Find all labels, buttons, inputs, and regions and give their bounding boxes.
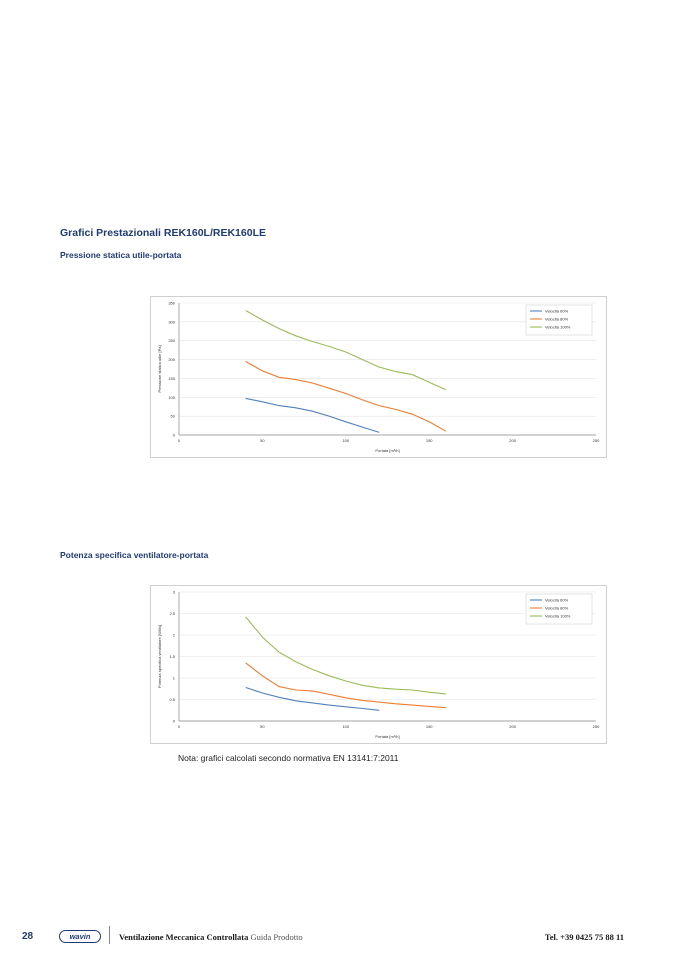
series-line-3 (245, 310, 447, 391)
footer-title: Ventilazione Meccanica Controllata Guida… (119, 932, 303, 942)
y-tick-label: 0 (173, 433, 176, 438)
series-line-3 (245, 616, 446, 695)
x-tick-label: 100 (342, 438, 349, 443)
x-tick-label: 150 (426, 438, 433, 443)
y-tick-label: 0.5 (169, 697, 175, 702)
note-text: Nota: grafici calcolati secondo normativ… (178, 753, 399, 763)
x-tick-label: 200 (509, 438, 516, 443)
legend-entry: Velocità 60% (545, 309, 569, 314)
legend-entry: Velocità 100% (545, 325, 571, 330)
x-tick-label: 250 (593, 438, 600, 443)
legend-entry: Velocità 60% (545, 598, 569, 603)
x-tick-label: 150 (426, 724, 433, 729)
legend-box (525, 593, 593, 625)
x-tick-label: 0 (178, 438, 181, 443)
y-axis-label: Pressione statica utile [Pa] (157, 345, 162, 392)
y-tick-label: 2.5 (169, 611, 175, 616)
y-tick-label: 300 (168, 319, 175, 324)
y-axis-label: Potenza specifica ventilatore [W/l/s] (157, 625, 162, 688)
y-tick-label: 200 (168, 357, 175, 362)
footer-title-bold: Ventilazione Meccanica Controllata (119, 932, 249, 942)
pressure-chart: 0 50 100 150 200 250 300 350 0 50 100 150 200 250 Port… (157, 301, 600, 454)
series-line-2 (245, 662, 446, 709)
chart1-frame: 0 50 100 150 200 250 300 350 0 50 100 150 200 250 Port… (150, 296, 607, 458)
page-number: 28 (22, 931, 34, 942)
y-tick-label: 100 (168, 395, 175, 400)
x-axis-label: Portata [m³/h] (375, 734, 399, 739)
series-line-1 (245, 397, 380, 433)
footer-divider (109, 926, 110, 944)
y-tick-label: 350 (168, 301, 175, 306)
footer-title-light: Guida Prodotto (250, 932, 303, 942)
y-tick-label: 1 (173, 676, 176, 681)
series-line-2 (245, 361, 447, 432)
footer-phone: Tel. +39 0425 75 88 11 (544, 932, 624, 942)
y-tick-label: 1.5 (169, 654, 175, 659)
y-tick-label: 3 (173, 590, 176, 595)
section-title: Grafici Prestazionali REK160L/REK160LE (60, 227, 266, 239)
y-tick-label: 250 (168, 338, 175, 343)
wavin-logo: wavin (59, 930, 101, 943)
x-tick-label: 50 (260, 438, 265, 443)
chart1-heading: Pressione statica utile-portata (60, 250, 182, 260)
x-tick-label: 200 (509, 724, 516, 729)
x-tick-label: 50 (260, 724, 265, 729)
y-tick-label: 0 (173, 719, 176, 724)
y-tick-label: 150 (168, 376, 175, 381)
y-tick-label: 2 (173, 633, 176, 638)
legend-entry: Velocità 80% (545, 317, 569, 322)
page-footer: 28 wavin Ventilazione Meccanica Controll… (0, 926, 678, 950)
series-line-1 (245, 686, 380, 711)
chart2-frame: 0 0.5 1 1.5 2 2.5 3 0 50 100 150 200 250 Portata [m³/… (150, 585, 607, 744)
x-axis-label: Portata [m³/h] (375, 448, 399, 453)
y-tick-label: 50 (171, 414, 176, 419)
x-tick-label: 100 (342, 724, 349, 729)
legend-box (525, 304, 593, 336)
legend-entry: Velocità 80% (545, 606, 569, 611)
x-tick-label: 0 (178, 724, 181, 729)
legend-entry: Velocità 100% (545, 614, 571, 619)
chart2-heading: Potenza specifica ventilatore-portata (60, 550, 209, 560)
power-chart: 0 0.5 1 1.5 2 2.5 3 0 50 100 150 200 250 Portata [m³/… (157, 590, 600, 740)
x-tick-label: 250 (593, 724, 600, 729)
